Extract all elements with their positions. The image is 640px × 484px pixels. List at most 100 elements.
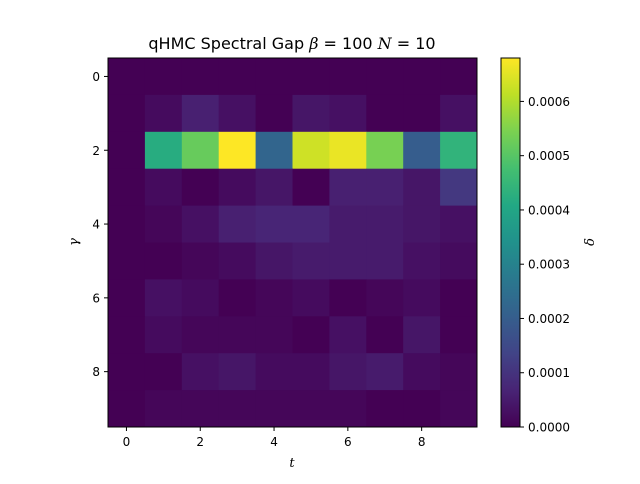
x-tick-label: 4 xyxy=(270,435,278,449)
heatmap-cell xyxy=(181,390,220,428)
colorbar-tick-label: 0.0005 xyxy=(528,149,570,163)
heatmap-cell xyxy=(218,316,256,354)
heatmap-cell xyxy=(255,168,293,206)
heatmap-cell xyxy=(329,316,367,354)
heatmap-cell xyxy=(292,316,330,354)
heatmap-cell xyxy=(255,390,293,428)
y-tick-label: 2 xyxy=(92,144,100,158)
heatmap-cell xyxy=(403,205,441,243)
heatmap-cells xyxy=(108,58,478,428)
heatmap-cell xyxy=(329,353,367,391)
heatmap-cell xyxy=(144,131,183,170)
heatmap-cell xyxy=(329,168,367,206)
colorbar-tick-label: 0.0002 xyxy=(528,312,570,326)
heatmap-cell xyxy=(403,279,441,317)
heatmap-cell xyxy=(329,58,367,96)
heatmap-cell xyxy=(440,353,478,391)
heatmap-cell xyxy=(329,131,367,170)
x-axis-label: t xyxy=(289,456,295,471)
colorbar-label: δ xyxy=(583,238,598,246)
heatmap-cell xyxy=(108,168,146,206)
heatmap-cell xyxy=(366,316,404,354)
heatmap-cell xyxy=(366,353,404,391)
heatmap-cell xyxy=(292,131,330,170)
heatmap-cell xyxy=(108,279,146,317)
heatmap-cell xyxy=(366,168,404,206)
heatmap-cell xyxy=(366,131,404,170)
heatmap-cell xyxy=(292,94,330,133)
heatmap-cell xyxy=(440,168,478,206)
heatmap-cell xyxy=(108,94,146,133)
heatmap-cell xyxy=(181,58,220,96)
heatmap-cell xyxy=(403,131,441,170)
heatmap-cell xyxy=(440,316,478,354)
y-axis-ticks: 0 2 4 6 8 xyxy=(92,70,108,379)
heatmap-cell xyxy=(255,353,293,391)
y-tick-label: 0 xyxy=(92,70,100,84)
heatmap-cell xyxy=(329,94,367,133)
colorbar-ticks: 0.0000 0.0001 0.0002 0.0003 0.0004 0.0005 0.00… xyxy=(520,95,570,435)
heatmap-cell xyxy=(366,58,404,96)
heatmap-cell xyxy=(218,168,256,206)
heatmap-cell xyxy=(403,353,441,391)
heatmap-cell xyxy=(366,205,404,243)
heatmap-cell xyxy=(218,131,256,170)
heatmap-cell xyxy=(218,353,256,391)
heatmap-cell xyxy=(255,242,293,280)
heatmap-cell xyxy=(292,205,330,243)
heatmap-cell xyxy=(218,94,256,133)
heatmap-cell xyxy=(403,94,441,133)
heatmap-cell xyxy=(218,58,256,96)
heatmap-cell xyxy=(440,279,478,317)
heatmap-cell xyxy=(108,242,146,280)
heatmap-cell xyxy=(366,94,404,133)
heatmap-cell xyxy=(144,58,183,96)
heatmap-cell xyxy=(144,279,183,317)
chart-title: qHMC Spectral Gap β = 100 N = 10 xyxy=(148,34,435,53)
heatmap-cell xyxy=(218,242,256,280)
heatmap-cell xyxy=(108,390,146,428)
colorbar xyxy=(500,57,521,428)
heatmap-cell xyxy=(181,94,220,133)
heatmap-cell xyxy=(144,242,183,280)
heatmap-cell xyxy=(255,131,293,170)
heatmap-cell xyxy=(144,353,183,391)
heatmap-cell xyxy=(292,353,330,391)
heatmap-cell xyxy=(403,168,441,206)
heatmap-cell xyxy=(329,279,367,317)
plot-frame xyxy=(107,57,478,428)
heatmap-cell xyxy=(108,205,146,243)
heatmap-cell xyxy=(108,131,146,170)
heatmap-cell xyxy=(255,58,293,96)
heatmap-cell xyxy=(255,316,293,354)
heatmap-cell xyxy=(255,279,293,317)
heatmap-cell xyxy=(181,168,220,206)
heatmap-cell xyxy=(292,168,330,206)
colorbar-tick-label: 0.0001 xyxy=(528,366,570,380)
heatmap-cell xyxy=(329,242,367,280)
heatmap-cell xyxy=(366,279,404,317)
heatmap-cell xyxy=(403,58,441,96)
y-tick-label: 6 xyxy=(92,291,100,305)
heatmap-cell xyxy=(366,242,404,280)
heatmap-cell xyxy=(292,242,330,280)
x-tick-label: 6 xyxy=(344,435,352,449)
heatmap-cell xyxy=(144,94,183,133)
heatmap-cell xyxy=(144,390,183,428)
colorbar-tick-label: 0.0003 xyxy=(528,258,570,272)
heatmap-cell xyxy=(144,205,183,243)
heatmap-cell xyxy=(440,58,478,96)
x-tick-label: 0 xyxy=(123,435,131,449)
x-tick-label: 8 xyxy=(418,435,426,449)
heatmap-cell xyxy=(108,58,146,96)
heatmap-cell xyxy=(329,390,367,428)
heatmap-cell xyxy=(403,390,441,428)
heatmap-cell xyxy=(329,205,367,243)
heatmap-cell xyxy=(181,279,220,317)
y-tick-label: 4 xyxy=(92,218,100,232)
heatmap-cell xyxy=(403,316,441,354)
heatmap-cell xyxy=(440,390,478,428)
x-axis-ticks: 0 2 4 6 8 xyxy=(123,427,426,449)
heatmap-cell xyxy=(181,242,220,280)
